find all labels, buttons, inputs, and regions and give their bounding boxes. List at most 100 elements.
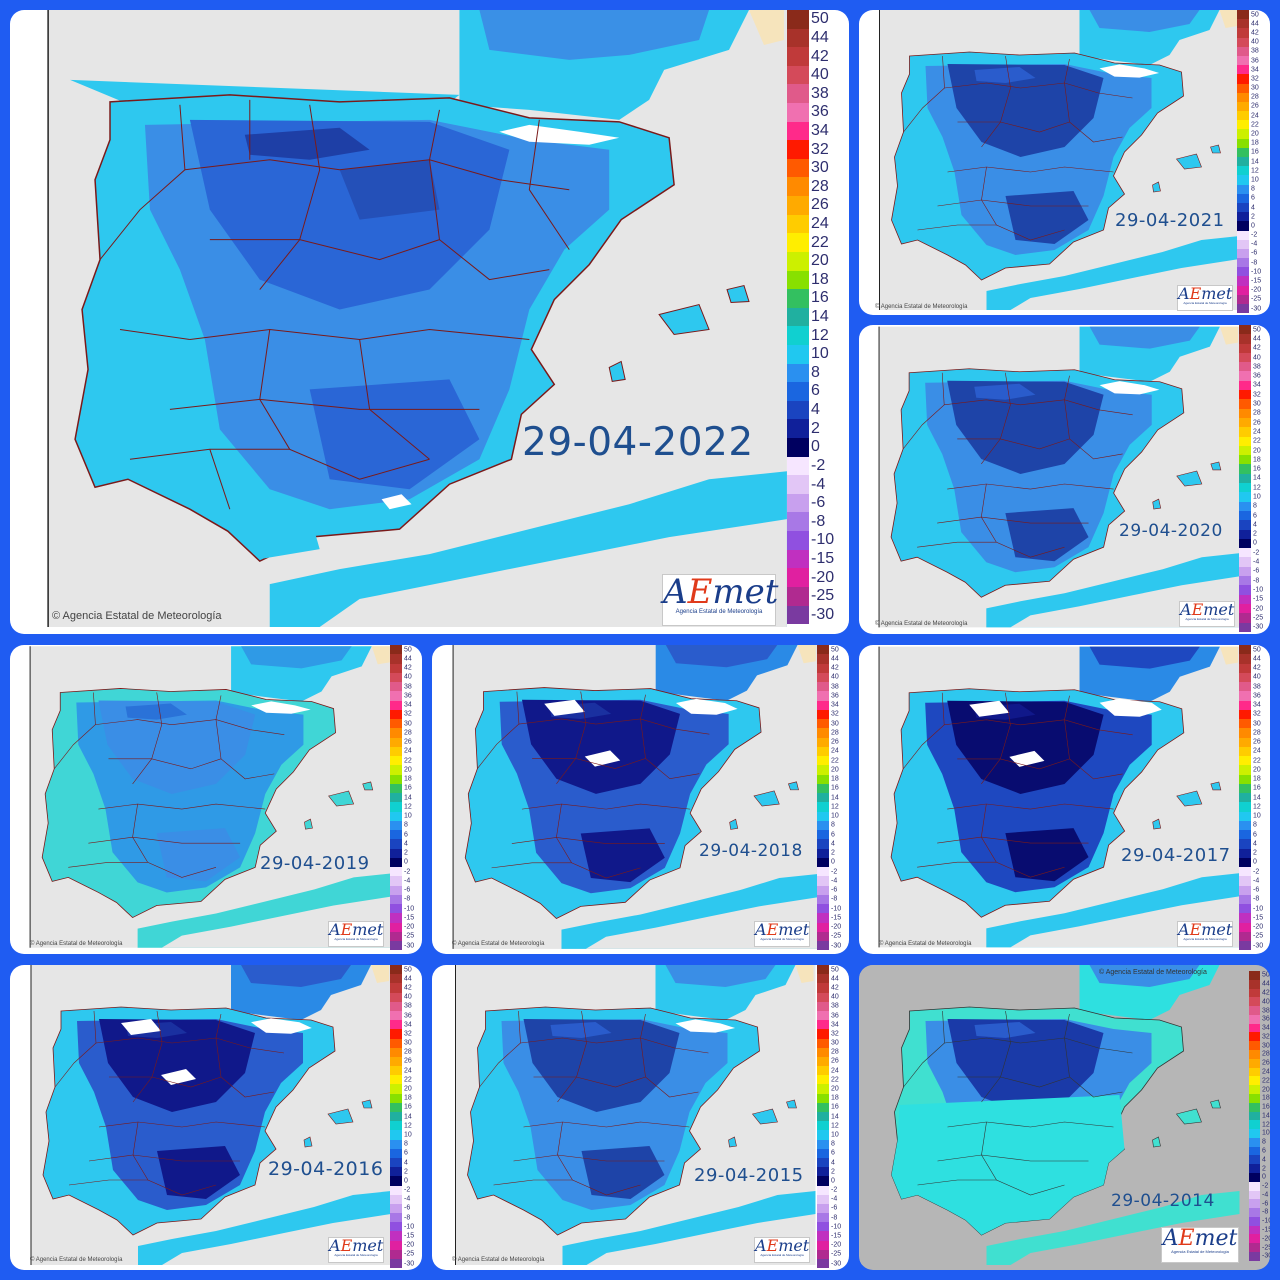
temperature-map-2016 <box>30 965 391 1265</box>
legend-label: -2 <box>1253 549 1260 557</box>
legend-swatch: 6 <box>1249 1146 1266 1156</box>
legend-swatch: -15 <box>1249 1225 1270 1235</box>
legend-swatch: -10 <box>390 904 414 914</box>
legend-swatch: 6 <box>817 1148 835 1158</box>
map-panel-2017: 50 44 42 40 38 36 34 32 30 28 26 24 22 20 18 16 14 12 10 8 6… <box>859 645 1270 954</box>
legend-swatch: 12 <box>390 1121 412 1131</box>
legend-label: 18 <box>831 775 839 783</box>
legend-label: 10 <box>811 345 829 363</box>
legend-swatch: 0 <box>390 1176 408 1186</box>
legend-label: 8 <box>1253 502 1257 510</box>
legend-label: 14 <box>831 794 839 802</box>
legend-label: 28 <box>811 177 829 195</box>
legend-label: -25 <box>1262 1244 1270 1252</box>
aemet-logo-2022: AEmet Agencia Estatal de Meteorología <box>662 574 778 626</box>
legend-swatch: -30 <box>390 941 414 951</box>
legend-label: 36 <box>1262 1015 1270 1023</box>
legend-swatch: 12 <box>1249 1120 1270 1130</box>
legend-swatch: 34 <box>817 700 839 710</box>
legend-label: 38 <box>831 683 839 691</box>
legend-swatch: 26 <box>390 737 412 747</box>
legend-swatch: 44 <box>787 28 829 48</box>
legend-label: 10 <box>404 1131 412 1139</box>
legend-label: 38 <box>1262 1007 1270 1015</box>
legend-label: 30 <box>1262 1042 1270 1050</box>
legend-label: 0 <box>831 1177 835 1185</box>
legend-label: 26 <box>1262 1059 1270 1067</box>
legend-label: -25 <box>831 1250 842 1258</box>
legend-label: 22 <box>404 757 412 765</box>
legend-swatch: 22 <box>390 756 412 766</box>
aemet-logo-2019: AEmet Agencia Estatal de Meteorología <box>328 921 384 947</box>
legend-swatch: 36 <box>1249 1014 1270 1024</box>
legend-label: 50 <box>1253 326 1261 334</box>
legend-swatch: 44 <box>817 974 839 984</box>
temperature-map-2021 <box>879 10 1240 310</box>
legend-label: -6 <box>1253 567 1260 575</box>
legend-label: 10 <box>1253 493 1261 501</box>
legend-label: -10 <box>404 1223 415 1231</box>
legend-label: 38 <box>1251 47 1259 55</box>
legend-label: 30 <box>404 720 412 728</box>
legend-label: 16 <box>404 784 412 792</box>
legend-label: 8 <box>404 1140 408 1148</box>
legend-swatch: 34 <box>390 700 412 710</box>
legend-label: 32 <box>1253 710 1261 718</box>
legend-swatch: 18 <box>817 774 839 784</box>
legend-swatch: 18 <box>390 774 412 784</box>
legend-label: 14 <box>811 308 829 326</box>
legend-label: 50 <box>1262 971 1270 979</box>
legend-label: 26 <box>1253 419 1261 427</box>
legend-swatch: 4 <box>390 839 408 849</box>
legend-label: 14 <box>831 1113 839 1121</box>
legend-swatch: 0 <box>1239 538 1257 549</box>
legend-label: 6 <box>404 831 408 839</box>
legend-label: 6 <box>811 382 820 400</box>
legend-label: 28 <box>1262 1050 1270 1058</box>
legend-swatch: 2 <box>390 848 408 858</box>
legend-swatch: 40 <box>1239 352 1261 363</box>
legend-swatch: 24 <box>1249 1067 1270 1077</box>
legend-label: -8 <box>1253 577 1260 585</box>
legend-swatch: -2 <box>1239 548 1259 558</box>
legend-swatch: 16 <box>1237 147 1259 157</box>
legend-label: 4 <box>404 840 408 848</box>
legend-label: 30 <box>831 1039 839 1047</box>
temperature-map-2017 <box>878 646 1240 948</box>
legend-label: 34 <box>1262 1024 1270 1032</box>
legend-swatch: -20 <box>1239 922 1263 932</box>
legend-swatch: 42 <box>817 983 839 993</box>
legend-label: 50 <box>1253 646 1261 654</box>
legend-label: 10 <box>1262 1129 1270 1137</box>
legend-swatch: 30 <box>1239 399 1261 409</box>
legend-label: 36 <box>811 103 829 121</box>
legend-label: 2 <box>811 419 820 437</box>
legend-label: 18 <box>404 775 412 783</box>
map-date-2017: 29-04-2017 <box>1121 845 1231 866</box>
legend-label: 40 <box>1253 673 1261 681</box>
legend-label: 40 <box>811 66 829 84</box>
legend-label: 16 <box>1262 1103 1270 1111</box>
legend-label: 44 <box>404 655 412 663</box>
legend-label: 26 <box>831 1057 839 1065</box>
legend-label: 18 <box>404 1094 412 1102</box>
legend-swatch: -4 <box>1239 876 1259 886</box>
legend-swatch: 14 <box>1239 793 1261 803</box>
legend-swatch: 12 <box>817 1121 839 1131</box>
legend-swatch: 14 <box>390 1112 412 1122</box>
legend-label: 10 <box>831 1131 839 1139</box>
legend-label: 24 <box>1251 112 1259 120</box>
legend-swatch: 44 <box>1249 979 1270 989</box>
legend-label: -25 <box>831 932 842 940</box>
legend-label: 44 <box>831 975 839 983</box>
aemet-logo-2015: AEmet Agencia Estatal de Meteorología <box>754 1237 810 1263</box>
legend-label: -10 <box>404 905 415 913</box>
legend-swatch: 44 <box>390 974 412 984</box>
legend-swatch: 10 <box>390 1130 412 1140</box>
legend-label: 26 <box>811 196 829 214</box>
legend-swatch: 26 <box>390 1056 412 1067</box>
legend-label: 30 <box>1251 84 1259 92</box>
legend-swatch: 12 <box>390 802 412 812</box>
legend-label: 0 <box>1253 858 1257 866</box>
legend-swatch: -30 <box>787 605 834 625</box>
